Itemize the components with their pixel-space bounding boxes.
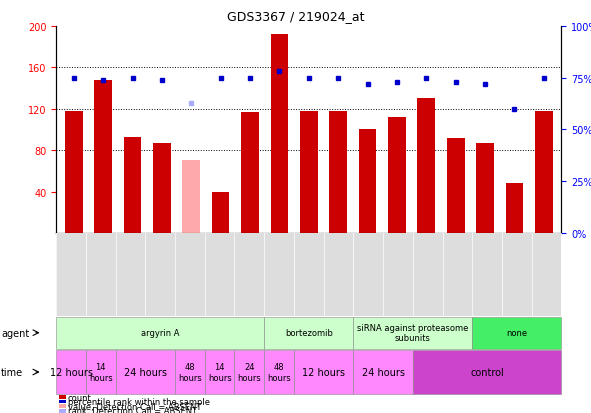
Text: rank, Detection Call = ABSENT: rank, Detection Call = ABSENT [68,406,197,413]
Bar [153,143,171,233]
Text: GDS3367 / 219024_at: GDS3367 / 219024_at [227,10,364,23]
Text: value, Detection Call = ABSENT: value, Detection Call = ABSENT [68,402,202,411]
Text: 12 hours: 12 hours [50,367,93,377]
Bar [264,350,294,394]
Bar [294,350,353,394]
Bar [353,350,413,394]
Bar [271,35,288,233]
Text: 14
hours: 14 hours [89,363,113,382]
Bar [447,138,465,233]
Bar [59,404,66,408]
Bar [56,233,561,316]
Text: none: none [506,328,527,337]
Bar [204,350,235,394]
Bar [235,350,264,394]
Text: 12 hours: 12 hours [302,367,345,377]
Bar [241,113,259,233]
Bar [353,317,472,349]
Bar [212,192,229,233]
Text: 14
hours: 14 hours [208,363,232,382]
Bar [476,143,494,233]
Bar [59,395,66,399]
Bar [59,409,66,413]
Bar [56,350,86,394]
Text: siRNA against proteasome
subunits: siRNA against proteasome subunits [357,323,469,342]
Bar [359,130,376,233]
Text: bortezomib: bortezomib [285,328,333,337]
Text: 48
hours: 48 hours [267,363,291,382]
Bar [413,350,561,394]
Bar [124,137,141,233]
Bar [95,81,112,233]
Bar [183,161,200,233]
Bar [417,99,435,233]
Bar [388,118,406,233]
Text: 48
hours: 48 hours [178,363,202,382]
Bar [329,112,347,233]
Text: percentile rank within the sample: percentile rank within the sample [68,397,210,406]
Bar [535,112,553,233]
Bar [86,350,116,394]
Text: count: count [68,393,92,401]
Text: agent: agent [1,328,30,338]
Bar [264,317,353,349]
Bar [175,350,204,394]
Bar [472,317,561,349]
Bar [56,317,264,349]
Bar [300,112,317,233]
Text: control: control [470,367,504,377]
Bar [506,184,523,233]
Text: time: time [1,367,23,377]
Bar [65,112,83,233]
Text: 24
hours: 24 hours [238,363,261,382]
Text: argyrin A: argyrin A [141,328,180,337]
Text: 24 hours: 24 hours [362,367,405,377]
Bar [59,400,66,404]
Bar [116,350,175,394]
Text: 24 hours: 24 hours [124,367,167,377]
